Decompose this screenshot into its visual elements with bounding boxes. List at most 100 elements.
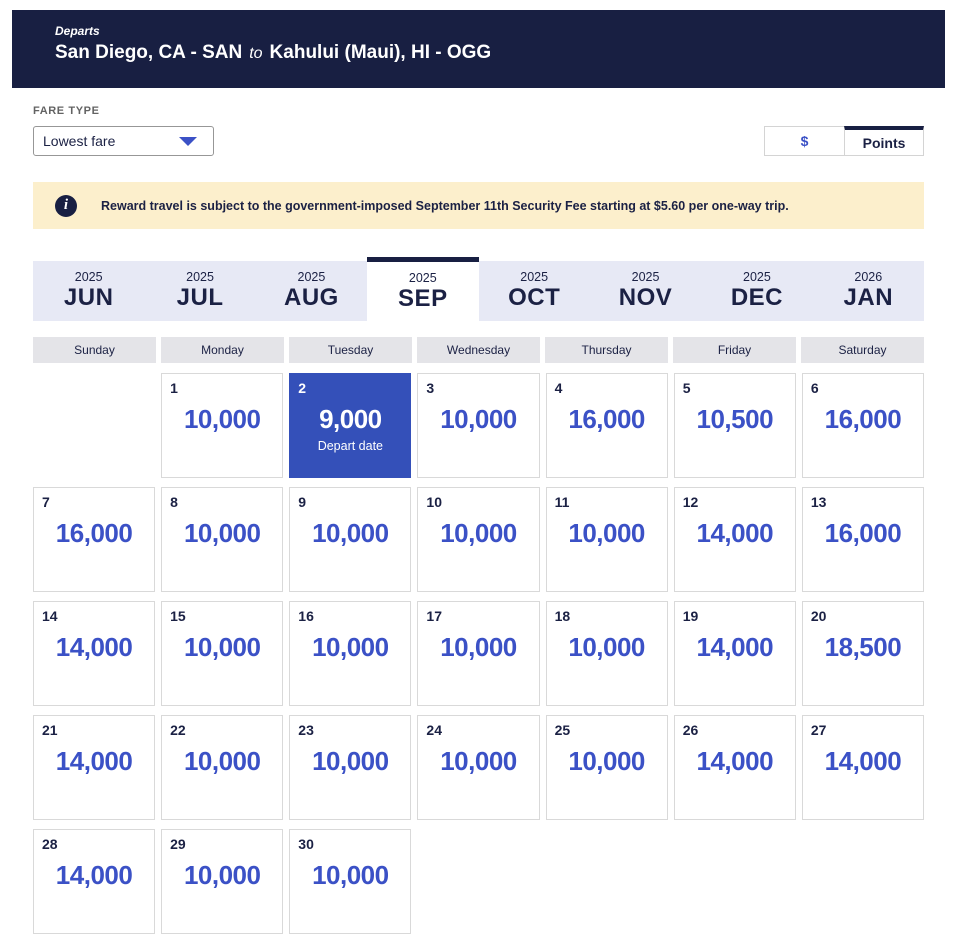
chevron-down-icon [179,136,197,146]
currency-dollar-button[interactable]: $ [764,126,844,156]
day-fare-points: 14,000 [696,518,774,548]
day-number: 26 [682,722,699,738]
tab-month: JUL [176,284,224,311]
day-cell-2[interactable]: 2 9,000 Depart date [289,373,412,478]
day-fare-points: 10,000 [183,404,261,434]
day-fare-points: 14,000 [55,860,133,890]
day-fare-points: 16,000 [55,518,133,548]
day-cell-23[interactable]: 23 10,000 [289,715,412,820]
month-tab-jan[interactable]: 2026 JAN [812,261,924,321]
day-number: 18 [554,608,571,624]
day-cell-9[interactable]: 9 10,000 [289,487,412,592]
tab-year: 2025 [297,270,326,284]
day-fare-points: 10,000 [183,860,261,890]
empty-day-cell [33,373,155,478]
day-number: 16 [298,608,314,624]
day-cell-10[interactable]: 10 10,000 [417,487,540,592]
currency-toggle: $ Points [764,126,924,156]
day-cell-29[interactable]: 29 10,000 [161,829,284,934]
month-tab-sep[interactable]: 2025 SEP [367,257,479,321]
day-cell-14[interactable]: 14 14,000 [33,601,156,706]
day-cell-30[interactable]: 30 10,000 [289,829,412,934]
day-fare-points: 10,000 [440,518,517,548]
month-tab-oct[interactable]: 2025 OCT [478,261,590,321]
day-cell-12[interactable]: 12 14,000 [673,487,796,592]
tab-year: 2026 [854,270,883,284]
departs-label: Departs [55,24,100,38]
day-cell-16[interactable]: 16 10,000 [289,601,412,706]
day-cell-3[interactable]: 3 10,000 [417,373,540,478]
day-fare-points: 10,000 [440,632,517,662]
empty-day-cell [802,829,924,934]
currency-points-button[interactable]: Points [844,126,924,156]
day-number: 30 [298,836,314,852]
day-number: 24 [426,722,442,738]
day-number: 25 [554,722,571,738]
day-cell-13[interactable]: 13 16,000 [801,487,924,592]
day-cell-4[interactable]: 4 16,000 [545,373,668,478]
controls-row: Lowest fare $ Points [33,126,924,156]
day-cell-8[interactable]: 8 10,000 [161,487,284,592]
weekday-wednesday: Wednesday [417,337,540,363]
day-cell-27[interactable]: 27 14,000 [801,715,924,820]
day-number: 5 [682,380,691,396]
empty-day-cell [417,829,539,934]
day-number: 1 [170,380,178,396]
fare-type-selected-value: Lowest fare [43,133,116,149]
month-tab-jun[interactable]: 2025 JUN [33,261,145,321]
origin-airport: San Diego, CA - SAN [55,42,243,63]
day-number: 27 [810,722,827,738]
day-cell-15[interactable]: 15 10,000 [161,601,284,706]
day-number: 17 [426,608,442,624]
day-cell-28[interactable]: 28 14,000 [33,829,156,934]
day-fare-points: 14,000 [55,632,133,662]
tab-year: 2025 [186,270,214,284]
weekday-monday: Monday [161,337,284,363]
month-tab-aug[interactable]: 2025 AUG [255,261,368,321]
day-cell-6[interactable]: 6 16,000 [801,373,924,478]
fare-type-dropdown[interactable]: Lowest fare [33,126,214,156]
day-fare-points: 10,000 [312,746,389,776]
destination-airport: Kahului (Maui), HI - OGG [269,42,492,63]
month-tab-nov[interactable]: 2025 NOV [589,261,702,321]
day-number: 7 [42,494,50,510]
day-number: 23 [298,722,314,738]
day-cell-11[interactable]: 11 10,000 [545,487,668,592]
day-fare-points: 9,000 [319,404,382,434]
route-header: Departs San Diego, CA - SAN to Kahului (Ma… [12,10,945,88]
day-number: 21 [42,722,58,738]
tab-year: 2025 [74,270,103,284]
day-fare-points: 10,000 [568,632,645,662]
day-cell-1[interactable]: 1 10,000 [161,373,284,478]
day-cell-17[interactable]: 17 10,000 [417,601,540,706]
day-cell-5[interactable]: 5 10,500 [673,373,796,478]
weekday-thursday: Thursday [545,337,668,363]
day-cell-25[interactable]: 25 10,000 [545,715,668,820]
day-fare-points: 10,000 [440,404,517,434]
day-cell-22[interactable]: 22 10,000 [161,715,284,820]
tab-month: DEC [730,284,784,311]
tab-month: OCT [508,284,561,311]
day-fare-points: 14,000 [696,632,774,662]
day-cell-20[interactable]: 20 18,500 [801,601,924,706]
day-number: 29 [170,836,186,852]
day-cell-18[interactable]: 18 10,000 [545,601,668,706]
month-tab-jul[interactable]: 2025 JUL [144,261,256,321]
day-fare-points: 10,000 [312,518,389,548]
day-cell-19[interactable]: 19 14,000 [673,601,796,706]
day-cell-24[interactable]: 24 10,000 [417,715,540,820]
empty-day-cell [674,829,796,934]
day-fare-points: 10,000 [440,746,517,776]
fare-calendar-grid: 1 10,000 2 9,000 Depart date 3 10,000 4 16,000 5 1… [33,373,924,934]
tab-month: SEP [398,284,448,312]
day-number: 22 [170,722,186,738]
tab-year: 2025 [743,270,771,284]
security-fee-notice: i Reward travel is subject to the govern… [33,182,924,229]
month-tab-dec[interactable]: 2025 DEC [701,261,813,321]
day-fare-points: 10,500 [696,404,774,434]
month-tabs: 2025 JUN 2025 JUL 2025 AUG 2025 SEP 2025 OCT 2025 N… [33,257,924,321]
day-cell-26[interactable]: 26 14,000 [673,715,796,820]
day-fare-points: 16,000 [824,518,902,548]
day-cell-21[interactable]: 21 14,000 [33,715,156,820]
day-cell-7[interactable]: 7 16,000 [33,487,156,592]
